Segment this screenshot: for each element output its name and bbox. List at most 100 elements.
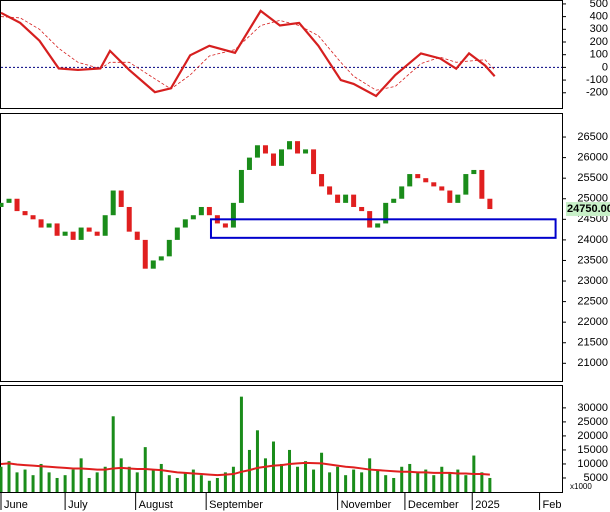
candle xyxy=(463,174,469,195)
volume-bar xyxy=(151,469,155,492)
candle xyxy=(86,227,92,232)
candle xyxy=(319,174,325,187)
volume-bar xyxy=(159,463,163,492)
y-tick-label: -200 xyxy=(586,87,608,99)
volume-bar xyxy=(231,466,235,492)
candle xyxy=(54,223,60,236)
x-tick-label: December xyxy=(408,499,459,511)
candle xyxy=(383,202,389,224)
volume-bar xyxy=(271,441,275,492)
volume-bar xyxy=(288,449,292,492)
volume-bar xyxy=(408,463,412,492)
volume-bar xyxy=(320,452,324,492)
y-tick-label: 26500 xyxy=(577,131,608,143)
volume-bar xyxy=(207,480,211,492)
candle xyxy=(351,194,357,207)
volume-bar xyxy=(71,469,75,492)
oscillator-panel xyxy=(0,0,563,109)
x-tick-label: August xyxy=(139,499,173,511)
candle xyxy=(447,190,453,203)
y-tick-label: 25000 xyxy=(577,193,608,205)
candle xyxy=(303,149,309,154)
candle xyxy=(6,198,12,203)
y-tick-label: 23000 xyxy=(577,275,608,287)
volume-bar xyxy=(263,458,267,492)
volume-bar xyxy=(175,477,179,492)
y-tick-label: 30000 xyxy=(577,402,608,414)
volume-bar xyxy=(432,475,436,492)
candle xyxy=(327,186,333,195)
y-tick-label: 20000 xyxy=(577,430,608,442)
y-tick-label: 200 xyxy=(590,36,608,48)
candle xyxy=(270,153,276,166)
candle xyxy=(487,198,493,210)
candle xyxy=(198,206,204,216)
candle xyxy=(279,149,284,166)
volume-bar xyxy=(127,466,131,492)
volume-bar xyxy=(392,477,396,492)
candle xyxy=(174,227,180,240)
candle xyxy=(118,190,124,207)
candle xyxy=(158,256,164,261)
y-tick-label: 100 xyxy=(590,49,608,61)
candle xyxy=(102,215,108,236)
volume-bar xyxy=(352,469,356,492)
last-price-bg xyxy=(566,202,610,217)
y-tick-label: 21000 xyxy=(577,357,608,369)
volume-bar xyxy=(79,458,83,492)
volume-bar xyxy=(296,466,300,492)
candle xyxy=(134,231,140,240)
x-tick-label: November xyxy=(341,499,392,511)
candle xyxy=(22,211,28,216)
volume-bar xyxy=(215,477,219,492)
y-tick-label: 300 xyxy=(590,23,608,35)
candle xyxy=(38,219,44,228)
volume-panel xyxy=(0,385,563,493)
candle xyxy=(415,174,421,179)
candle xyxy=(70,231,76,240)
candle xyxy=(14,198,20,212)
volume-bar xyxy=(440,466,444,492)
oscillator-line xyxy=(0,9,496,98)
y-tick-label: 25000 xyxy=(577,416,608,428)
candle xyxy=(455,194,461,203)
volume-bar xyxy=(416,472,420,492)
volume-bar xyxy=(255,430,259,492)
volume-bar xyxy=(135,472,139,492)
candle xyxy=(254,145,260,158)
volume-bar xyxy=(400,466,404,492)
signal-line xyxy=(0,16,495,91)
last-price-label: 24750.00 xyxy=(567,203,610,215)
volume-bar xyxy=(183,472,187,492)
candle xyxy=(150,260,156,269)
candle xyxy=(166,239,172,257)
x-tick-label: Feb xyxy=(543,499,562,511)
y-tick-label: 26000 xyxy=(577,152,608,164)
candle xyxy=(182,219,188,228)
price-panel xyxy=(0,113,563,382)
candle xyxy=(359,206,365,212)
candle xyxy=(262,145,268,154)
volume-bar xyxy=(384,475,388,492)
volume-bar xyxy=(119,458,123,492)
volume-bar xyxy=(464,475,468,492)
candle xyxy=(238,169,244,203)
volume-bar xyxy=(280,463,283,492)
volume-bar xyxy=(304,461,308,492)
volume-bar xyxy=(111,416,115,492)
volume-bar xyxy=(456,469,460,492)
candle xyxy=(62,231,68,236)
y-tick-label: 10000 xyxy=(577,458,608,470)
volume-bar xyxy=(328,472,332,492)
y-tick-label: 22000 xyxy=(577,316,608,328)
candle xyxy=(311,149,317,175)
candle xyxy=(110,190,116,216)
volume-bar xyxy=(103,466,107,492)
y-tick-label: 22500 xyxy=(577,296,608,308)
volume-bar xyxy=(191,469,195,492)
candle xyxy=(30,215,36,220)
candle xyxy=(222,223,228,228)
volume-bar xyxy=(7,461,11,492)
y-tick-label: 15000 xyxy=(577,444,608,456)
